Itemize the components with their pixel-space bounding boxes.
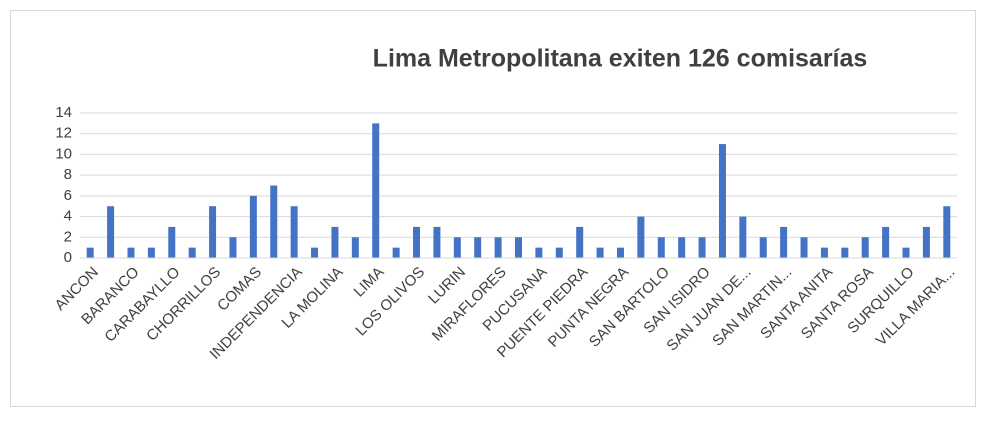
bar <box>698 237 706 258</box>
bar <box>107 206 115 258</box>
bar <box>678 237 686 258</box>
bar <box>922 226 930 258</box>
bar <box>311 247 319 258</box>
bar <box>800 237 808 258</box>
bar <box>841 247 849 258</box>
bar <box>637 216 645 258</box>
y-tick-label: 4 <box>64 208 72 225</box>
bar <box>331 226 339 258</box>
bar <box>820 247 828 258</box>
bar <box>453 237 461 258</box>
bar <box>535 247 543 258</box>
bar <box>413 226 421 258</box>
bar <box>351 237 359 258</box>
bar <box>657 237 665 258</box>
bar <box>596 247 604 258</box>
bar <box>86 247 94 258</box>
bar <box>433 226 441 258</box>
bar <box>616 247 624 258</box>
bar <box>290 206 298 258</box>
bar <box>718 144 726 258</box>
chart-frame <box>10 10 976 407</box>
y-tick-label: 10 <box>55 145 72 162</box>
bar <box>270 185 278 258</box>
bar <box>902 247 910 258</box>
bar <box>249 195 257 258</box>
y-tick-label: 6 <box>64 187 72 204</box>
bar <box>147 247 155 258</box>
bar <box>515 237 522 258</box>
bar <box>229 237 237 258</box>
bar <box>882 226 890 258</box>
bar <box>739 216 747 258</box>
bar <box>759 237 767 258</box>
bar <box>576 226 584 258</box>
y-tick-label: 14 <box>55 104 72 121</box>
bar <box>127 247 135 258</box>
bar <box>474 237 482 258</box>
bar <box>392 247 400 258</box>
bar <box>209 206 217 258</box>
chart-title: Lima Metropolitana exiten 126 comisarías <box>373 45 868 73</box>
y-tick-label: 12 <box>55 125 72 142</box>
y-tick-label: 8 <box>64 166 72 183</box>
bar <box>188 247 196 258</box>
bar <box>494 237 502 258</box>
bar <box>943 206 951 258</box>
bar <box>372 123 380 258</box>
y-tick-label: 0 <box>64 249 72 266</box>
bar <box>780 226 788 258</box>
bar <box>555 247 563 258</box>
bar <box>861 237 869 258</box>
y-tick-label: 2 <box>64 228 72 245</box>
bar <box>168 226 176 258</box>
